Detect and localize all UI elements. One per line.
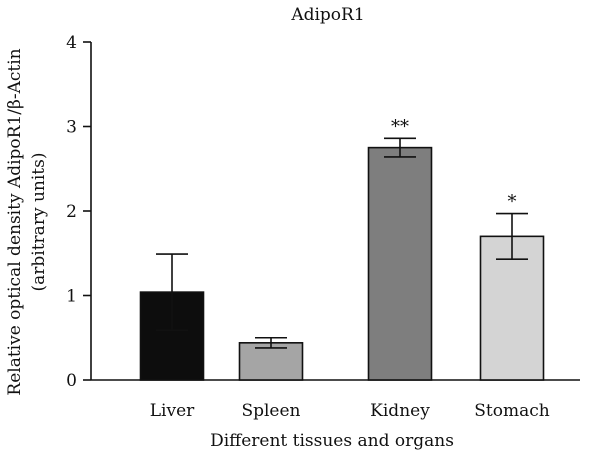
y-tick-label: 1 bbox=[66, 287, 77, 307]
bars: *** bbox=[139, 116, 545, 381]
y-axis-label-line2: (arbitrary units) bbox=[29, 153, 49, 292]
x-tick-labels: Liver Spleen Kidney Stomach bbox=[150, 401, 550, 421]
y-tick-label: 3 bbox=[66, 118, 77, 138]
significance-marker: * bbox=[508, 192, 517, 213]
y-ticks: 0 1 2 3 4 bbox=[66, 33, 91, 391]
y-tick-label: 4 bbox=[66, 33, 77, 53]
x-tick-label: Liver bbox=[150, 401, 195, 421]
significance-marker: ** bbox=[391, 116, 409, 137]
x-tick-label: Kidney bbox=[370, 401, 430, 421]
x-tick-label: Spleen bbox=[241, 401, 300, 421]
bar-spleen bbox=[238, 342, 304, 381]
bar-kidney bbox=[367, 146, 433, 381]
x-tick-label: Stomach bbox=[474, 401, 549, 421]
chart-title: AdipoR1 bbox=[290, 5, 364, 25]
y-tick-label: 2 bbox=[66, 202, 77, 222]
y-tick-label: 0 bbox=[66, 371, 77, 391]
y-axis-label: Relative optical density AdipoR1/β-Actin… bbox=[5, 48, 49, 395]
y-axis-label-line1: Relative optical density AdipoR1/β-Actin bbox=[5, 48, 25, 395]
x-axis-label: Different tissues and organs bbox=[210, 431, 454, 451]
bar-stomach bbox=[479, 235, 545, 381]
